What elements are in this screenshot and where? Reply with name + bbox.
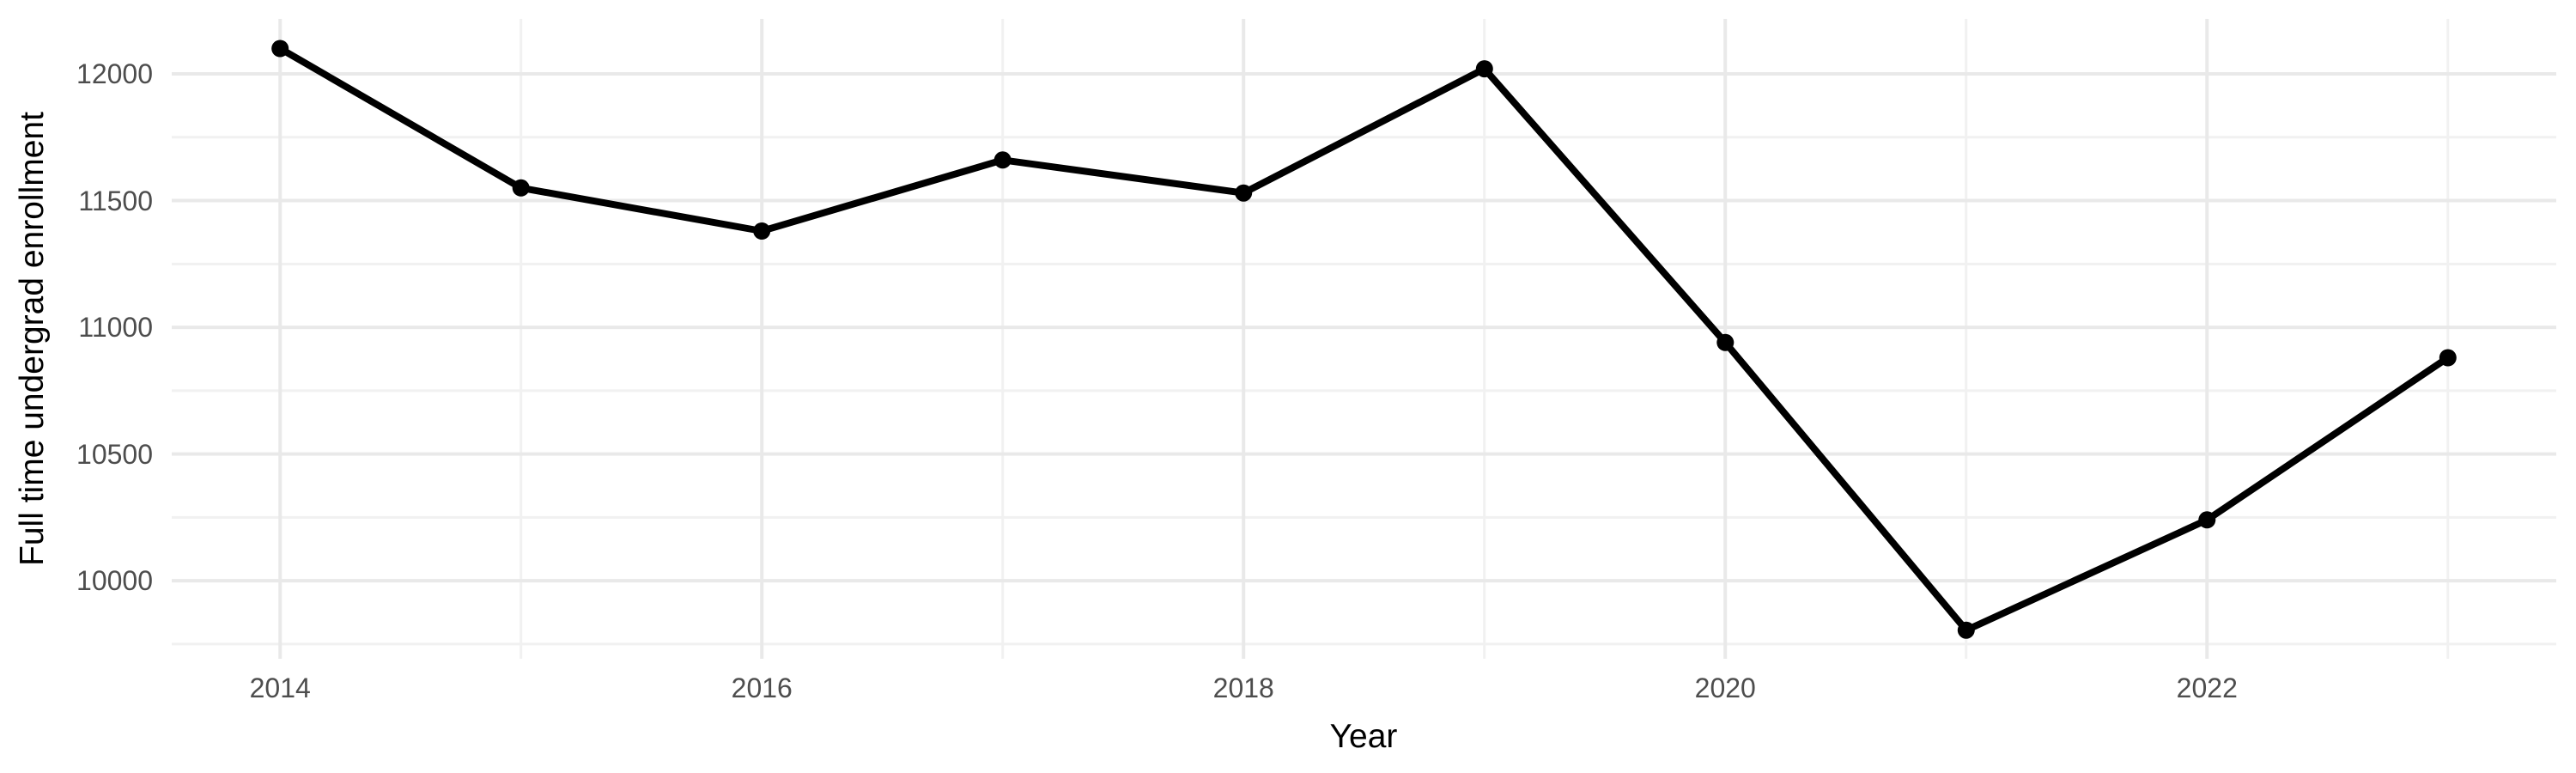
data-point-2018 <box>1235 184 1253 202</box>
y-tick-label-10500: 10500 <box>76 438 153 470</box>
data-point-2014 <box>271 40 289 58</box>
data-point-2021 <box>1957 621 1975 639</box>
data-point-2019 <box>1475 60 1493 78</box>
data-line <box>278 46 2451 634</box>
data-point-2017 <box>993 151 1012 169</box>
data-point-2020 <box>1716 333 1735 351</box>
y-tick-label-11000: 11000 <box>78 312 153 344</box>
x-tick-label-2014: 2014 <box>249 673 311 703</box>
y-tick-label-10000: 10000 <box>76 565 153 597</box>
data-point-2023 <box>2439 349 2457 367</box>
x-tick-label-2018: 2018 <box>1212 673 1274 703</box>
y-tick-label-12000: 12000 <box>76 58 153 90</box>
data-point-2016 <box>753 222 771 240</box>
x-axis-title: Year <box>1329 718 1398 755</box>
data-point-2015 <box>512 179 530 197</box>
x-tick-label-2016: 2016 <box>731 673 793 703</box>
y-tick-label-11500: 11500 <box>78 185 153 216</box>
y-axis-title: Full time undergrad enrollment <box>14 112 51 566</box>
data-point-2022 <box>2198 511 2216 529</box>
x-tick-label-2020: 2020 <box>1694 673 1756 703</box>
x-tick-label-2022: 2022 <box>2176 673 2238 703</box>
